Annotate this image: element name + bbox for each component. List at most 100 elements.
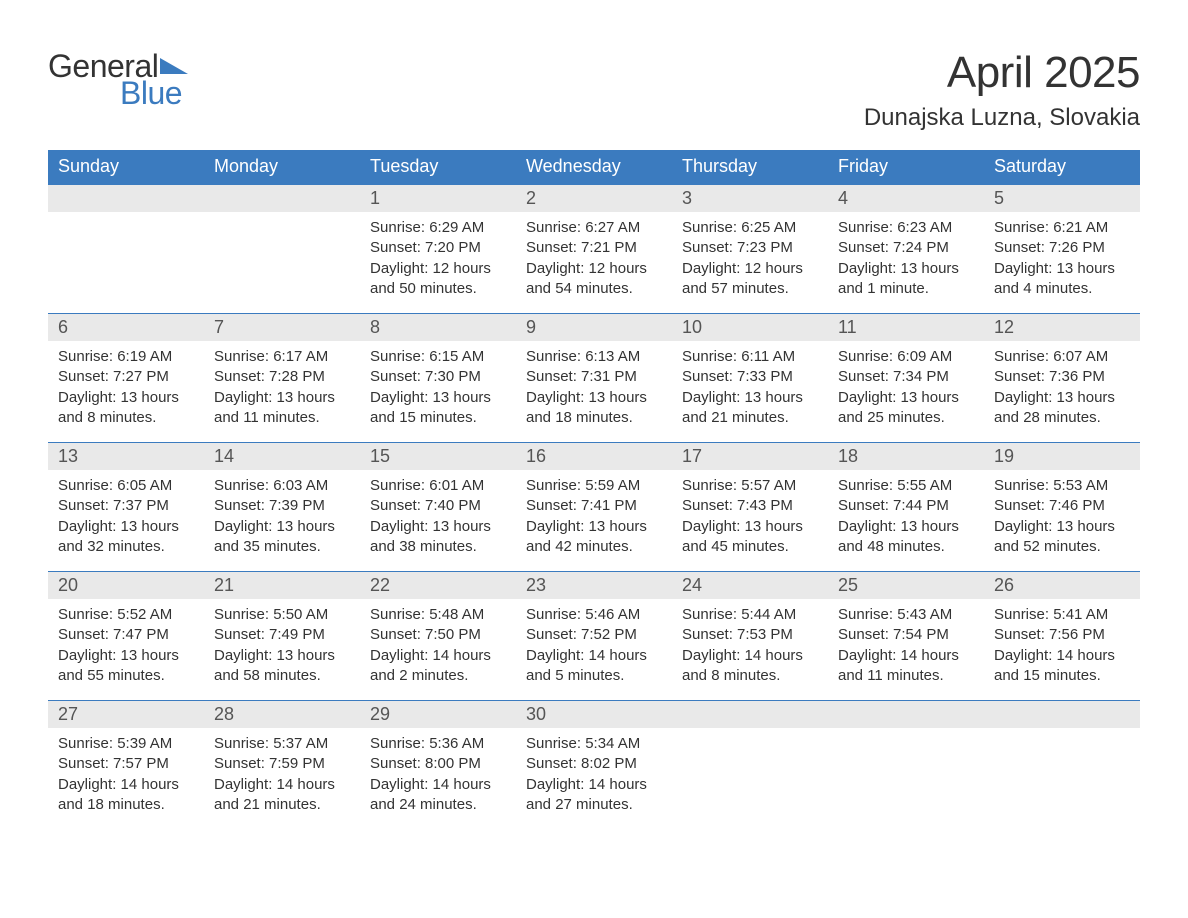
day-sunrise: Sunrise: 6:19 AM [58,347,194,367]
day-number: 22 [360,572,516,599]
day-sunset: Sunset: 7:20 PM [370,238,506,258]
day-sunrise: Sunrise: 6:01 AM [370,476,506,496]
day-sunset: Sunset: 7:39 PM [214,496,350,516]
day-day2: and 21 minutes. [214,795,350,815]
day-day1: Daylight: 14 hours [526,646,662,666]
day-content: Sunrise: 5:59 AMSunset: 7:41 PMDaylight:… [516,470,672,565]
day-day1: Daylight: 13 hours [994,259,1130,279]
day-number: 19 [984,443,1140,470]
day-sunset: Sunset: 7:53 PM [682,625,818,645]
day-number: 15 [360,443,516,470]
day-cell: 10Sunrise: 6:11 AMSunset: 7:33 PMDayligh… [672,314,828,442]
day-day1: Daylight: 13 hours [994,517,1130,537]
day-content: Sunrise: 5:44 AMSunset: 7:53 PMDaylight:… [672,599,828,694]
day-header-tuesday: Tuesday [360,150,516,185]
day-day1: Daylight: 13 hours [682,517,818,537]
day-sunrise: Sunrise: 5:39 AM [58,734,194,754]
day-day1: Daylight: 13 hours [994,388,1130,408]
day-cell: 16Sunrise: 5:59 AMSunset: 7:41 PMDayligh… [516,443,672,571]
day-day1: Daylight: 14 hours [58,775,194,795]
day-number: 12 [984,314,1140,341]
day-content: Sunrise: 5:43 AMSunset: 7:54 PMDaylight:… [828,599,984,694]
day-content: Sunrise: 5:53 AMSunset: 7:46 PMDaylight:… [984,470,1140,565]
day-day1: Daylight: 14 hours [526,775,662,795]
day-number [984,701,1140,728]
day-sunrise: Sunrise: 6:23 AM [838,218,974,238]
day-number: 16 [516,443,672,470]
day-day1: Daylight: 13 hours [682,388,818,408]
page-header: General Blue April 2025 Dunajska Luzna, … [48,48,1140,142]
day-content: Sunrise: 5:39 AMSunset: 7:57 PMDaylight:… [48,728,204,823]
day-cell: 30Sunrise: 5:34 AMSunset: 8:02 PMDayligh… [516,701,672,829]
day-number: 25 [828,572,984,599]
day-number: 6 [48,314,204,341]
day-cell [48,185,204,313]
day-sunset: Sunset: 7:50 PM [370,625,506,645]
day-sunset: Sunset: 8:00 PM [370,754,506,774]
day-sunset: Sunset: 7:44 PM [838,496,974,516]
day-content: Sunrise: 5:57 AMSunset: 7:43 PMDaylight:… [672,470,828,565]
day-sunset: Sunset: 7:49 PM [214,625,350,645]
day-number: 7 [204,314,360,341]
day-number: 30 [516,701,672,728]
day-cell: 6Sunrise: 6:19 AMSunset: 7:27 PMDaylight… [48,314,204,442]
day-sunrise: Sunrise: 5:50 AM [214,605,350,625]
day-cell [672,701,828,829]
day-cell: 15Sunrise: 6:01 AMSunset: 7:40 PMDayligh… [360,443,516,571]
day-content: Sunrise: 5:55 AMSunset: 7:44 PMDaylight:… [828,470,984,565]
day-sunrise: Sunrise: 5:46 AM [526,605,662,625]
day-content: Sunrise: 6:05 AMSunset: 7:37 PMDaylight:… [48,470,204,565]
day-sunset: Sunset: 7:24 PM [838,238,974,258]
week-row: 13Sunrise: 6:05 AMSunset: 7:37 PMDayligh… [48,442,1140,571]
day-number: 21 [204,572,360,599]
day-day2: and 21 minutes. [682,408,818,428]
day-number: 13 [48,443,204,470]
day-content: Sunrise: 6:11 AMSunset: 7:33 PMDaylight:… [672,341,828,436]
day-cell: 14Sunrise: 6:03 AMSunset: 7:39 PMDayligh… [204,443,360,571]
day-sunrise: Sunrise: 6:03 AM [214,476,350,496]
day-day1: Daylight: 13 hours [58,388,194,408]
day-sunrise: Sunrise: 5:43 AM [838,605,974,625]
day-cell [828,701,984,829]
day-content: Sunrise: 6:27 AMSunset: 7:21 PMDaylight:… [516,212,672,307]
day-day2: and 11 minutes. [214,408,350,428]
day-sunrise: Sunrise: 5:44 AM [682,605,818,625]
day-day2: and 57 minutes. [682,279,818,299]
day-sunset: Sunset: 8:02 PM [526,754,662,774]
day-cell: 27Sunrise: 5:39 AMSunset: 7:57 PMDayligh… [48,701,204,829]
day-day1: Daylight: 13 hours [214,646,350,666]
day-sunrise: Sunrise: 6:25 AM [682,218,818,238]
day-sunrise: Sunrise: 5:52 AM [58,605,194,625]
day-sunrise: Sunrise: 6:05 AM [58,476,194,496]
day-cell: 20Sunrise: 5:52 AMSunset: 7:47 PMDayligh… [48,572,204,700]
day-content: Sunrise: 5:46 AMSunset: 7:52 PMDaylight:… [516,599,672,694]
day-content [672,728,828,742]
day-cell: 21 Sunrise: 5:50 AMSunset: 7:49 PMDayligh… [204,572,360,700]
day-day2: and 35 minutes. [214,537,350,557]
day-content: Sunrise: 5:34 AMSunset: 8:02 PMDaylight:… [516,728,672,823]
day-number: 5 [984,185,1140,212]
day-sunrise: Sunrise: 5:37 AM [214,734,350,754]
logo: General Blue [48,48,188,122]
day-header-thursday: Thursday [672,150,828,185]
day-sunset: Sunset: 7:26 PM [994,238,1130,258]
day-sunset: Sunset: 7:23 PM [682,238,818,258]
day-day1: Daylight: 14 hours [370,646,506,666]
day-sunset: Sunset: 7:30 PM [370,367,506,387]
day-day2: and 15 minutes. [994,666,1130,686]
day-number: 29 [360,701,516,728]
day-cell: 3Sunrise: 6:25 AMSunset: 7:23 PMDaylight… [672,185,828,313]
day-sunset: Sunset: 7:46 PM [994,496,1130,516]
day-cell: 25Sunrise: 5:43 AMSunset: 7:54 PMDayligh… [828,572,984,700]
logo-word-blue: Blue [120,75,182,111]
day-day2: and 11 minutes. [838,666,974,686]
month-title: April 2025 [864,48,1140,98]
day-day2: and 38 minutes. [370,537,506,557]
day-content: Sunrise: 6:25 AMSunset: 7:23 PMDaylight:… [672,212,828,307]
day-number: 17 [672,443,828,470]
day-day2: and 27 minutes. [526,795,662,815]
day-day1: Daylight: 13 hours [526,517,662,537]
location-label: Dunajska Luzna, Slovakia [864,104,1140,132]
day-number: 18 [828,443,984,470]
day-sunrise: Sunrise: 5:57 AM [682,476,818,496]
